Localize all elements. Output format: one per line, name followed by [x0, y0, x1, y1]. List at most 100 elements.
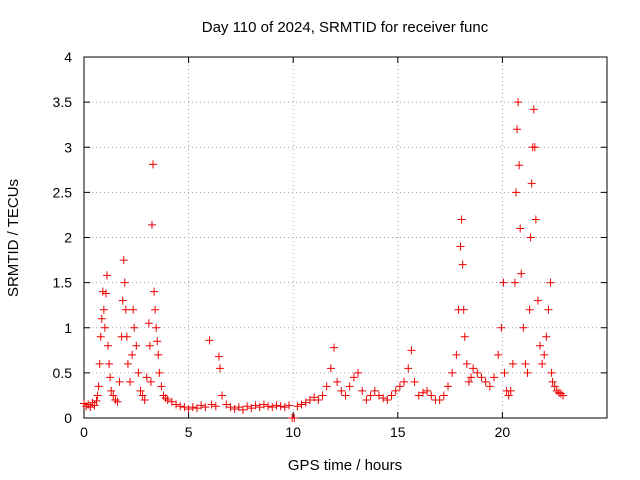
data-point	[238, 405, 247, 414]
data-point	[513, 125, 522, 134]
data-point	[101, 289, 110, 298]
data-point	[104, 341, 113, 350]
data-point	[500, 368, 509, 377]
data-point	[552, 386, 561, 395]
data-point	[547, 368, 556, 377]
data-point	[538, 359, 547, 368]
data-point	[444, 382, 453, 391]
data-point	[230, 404, 239, 413]
data-point	[358, 386, 367, 395]
data-point	[207, 400, 216, 409]
data-point	[86, 403, 95, 412]
data-point	[427, 391, 436, 400]
data-point	[121, 305, 130, 314]
data-point	[458, 260, 467, 269]
data-point	[180, 403, 189, 412]
data-point	[130, 323, 139, 332]
data-point	[410, 377, 419, 386]
data-point	[272, 401, 281, 410]
data-point	[97, 314, 106, 323]
data-point	[222, 400, 231, 409]
data-point	[132, 341, 141, 350]
data-point	[145, 341, 154, 350]
data-point	[119, 256, 128, 265]
data-point	[514, 98, 523, 107]
data-point	[407, 346, 416, 355]
data-point	[167, 397, 176, 406]
data-point	[151, 305, 160, 314]
data-point	[105, 359, 114, 368]
x-tick-label: 15	[390, 424, 406, 440]
data-point	[147, 220, 156, 229]
data-point	[540, 350, 549, 359]
data-point	[285, 401, 294, 410]
data-point	[370, 386, 379, 395]
data-point	[337, 386, 346, 395]
data-point	[96, 332, 105, 341]
data-point	[494, 350, 503, 359]
data-point	[280, 403, 289, 412]
y-axis-label: SRMTID / TECUs	[5, 179, 22, 297]
grid-layer	[84, 57, 607, 418]
data-point	[176, 402, 185, 411]
data-point	[527, 179, 536, 188]
data-point	[95, 359, 104, 368]
data-point	[464, 377, 473, 386]
data-point	[550, 382, 559, 391]
data-point	[511, 188, 520, 197]
data-point	[523, 368, 532, 377]
y-tick-label: 1.5	[53, 275, 73, 291]
data-point	[462, 359, 471, 368]
data-point	[215, 364, 224, 373]
data-point	[515, 161, 524, 170]
data-point	[366, 391, 375, 400]
data-point	[354, 368, 363, 377]
data-point	[506, 386, 515, 395]
data-point	[192, 404, 201, 413]
data-point	[201, 403, 210, 412]
data-point	[485, 382, 494, 391]
data-point	[226, 403, 235, 412]
data-point	[456, 242, 465, 251]
data-point	[301, 398, 310, 407]
chart-title: Day 110 of 2024, SRMTID for receiver fun…	[202, 19, 489, 36]
data-point	[310, 393, 319, 402]
data-point	[531, 215, 540, 224]
data-point	[414, 391, 423, 400]
data-point	[144, 319, 153, 328]
data-point	[268, 403, 277, 412]
data-point	[138, 391, 147, 400]
data-point	[276, 402, 285, 411]
data-point	[400, 377, 409, 386]
data-point	[264, 402, 273, 411]
data-point	[314, 395, 323, 404]
data-point	[559, 391, 568, 400]
y-tick-label: 2	[64, 230, 72, 246]
data-point	[459, 305, 468, 314]
data-point	[387, 391, 396, 400]
y-tick-label: 3	[64, 139, 72, 155]
data-point	[548, 377, 557, 386]
data-point	[120, 278, 129, 287]
x-tick-label: 20	[495, 424, 511, 440]
data-point	[554, 388, 563, 397]
data-point	[341, 391, 350, 400]
data-point	[152, 323, 161, 332]
data-point	[149, 160, 158, 169]
data-point	[90, 401, 99, 410]
data-point	[345, 382, 354, 391]
data-points	[80, 98, 568, 422]
data-point	[546, 278, 555, 287]
x-axis-label: GPS time / hours	[288, 457, 402, 474]
data-point	[293, 402, 302, 411]
x-tick-label: 10	[285, 424, 301, 440]
data-point	[99, 305, 108, 314]
data-point	[305, 395, 314, 404]
data-point	[517, 269, 526, 278]
data-point	[477, 373, 486, 382]
data-point	[128, 350, 137, 359]
data-point	[473, 368, 482, 377]
data-point	[93, 391, 102, 400]
data-point	[504, 391, 513, 400]
data-point	[142, 373, 151, 382]
